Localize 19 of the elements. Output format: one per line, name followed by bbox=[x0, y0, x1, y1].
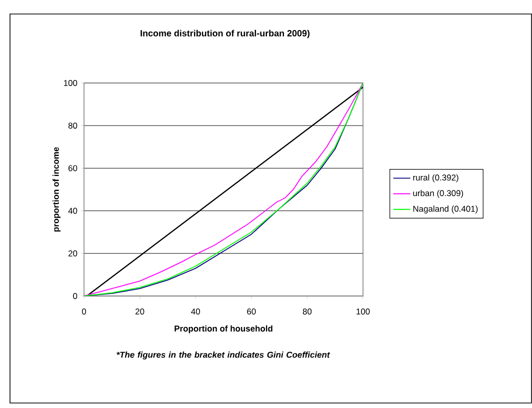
y-axis-title: proportion of income bbox=[52, 147, 61, 232]
x-tick-label: 0 bbox=[82, 308, 86, 315]
x-tick-label: 100 bbox=[356, 308, 370, 315]
legend-label: urban (0.309) bbox=[413, 190, 464, 198]
y-tick-label: 0 bbox=[73, 293, 78, 299]
x-tick-label: 20 bbox=[136, 308, 144, 315]
x-tick-label: 40 bbox=[191, 308, 200, 315]
x-tick-label: 80 bbox=[302, 308, 312, 315]
y-tick-label: 20 bbox=[68, 250, 78, 256]
y-tick-label: 60 bbox=[68, 165, 78, 172]
legend-label: Nagaland (0.401) bbox=[413, 206, 478, 214]
y-tick-label: 80 bbox=[68, 122, 78, 129]
legend-label: rural (0.392) bbox=[413, 174, 458, 182]
y-tick-label: 100 bbox=[64, 80, 78, 86]
text: *The figures in the bracket indicates Gini Coefficient bbox=[116, 352, 330, 360]
x-axis-title: Proportion of household bbox=[174, 325, 272, 334]
chart-title: Income distribution of rural-urban 2009) bbox=[140, 30, 310, 38]
y-tick-label: 40 bbox=[68, 208, 78, 214]
x-tick-label: 60 bbox=[247, 308, 256, 315]
